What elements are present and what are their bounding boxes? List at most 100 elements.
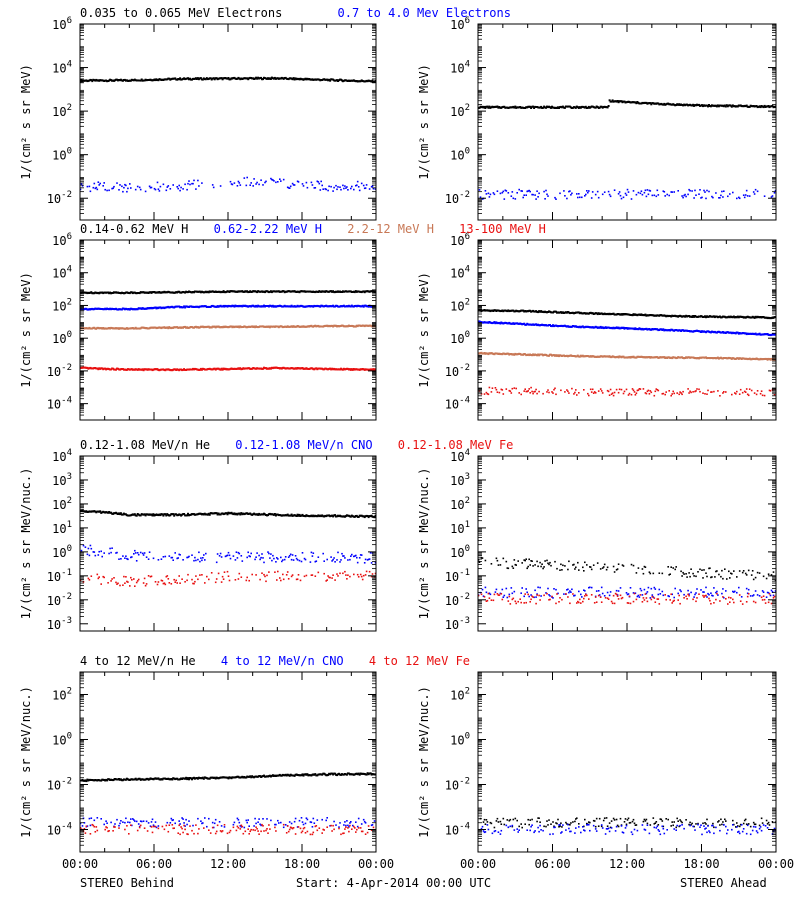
data-point <box>534 390 536 393</box>
data-point <box>742 570 745 572</box>
data-point <box>237 180 240 183</box>
data-point <box>646 189 649 191</box>
data-point <box>636 389 639 392</box>
data-point <box>597 196 600 199</box>
data-point <box>87 547 90 550</box>
data-point <box>193 559 195 562</box>
data-point <box>478 561 481 563</box>
data-point <box>179 582 181 584</box>
data-point <box>528 558 530 561</box>
data-point <box>763 394 766 397</box>
data-point <box>80 183 83 185</box>
data-point <box>227 575 230 577</box>
data-point <box>589 566 591 568</box>
data-point <box>646 390 649 393</box>
data-point <box>329 79 332 82</box>
data-point <box>116 551 118 554</box>
data-point <box>577 561 579 564</box>
data-point <box>221 575 224 578</box>
data-point <box>487 192 490 195</box>
data-point <box>723 190 725 192</box>
data-point <box>720 575 722 578</box>
data-point <box>317 571 320 574</box>
data-point <box>574 391 576 394</box>
data-point <box>546 193 548 196</box>
data-point <box>343 555 345 557</box>
data-point <box>80 549 83 552</box>
data-point <box>534 194 536 196</box>
data-point <box>177 187 179 190</box>
data-point <box>178 575 180 577</box>
data-point <box>643 565 646 568</box>
data-point <box>136 580 139 582</box>
data-point <box>297 574 300 576</box>
y-tick-label: 104 <box>52 448 72 464</box>
data-point <box>750 574 753 576</box>
data-point <box>664 393 666 396</box>
data-point <box>124 557 126 559</box>
data-point <box>694 390 696 393</box>
data-point <box>665 391 667 393</box>
y-tick-label: 102 <box>52 496 72 512</box>
data-point <box>211 184 214 186</box>
data-point <box>95 186 98 189</box>
data-point <box>615 569 618 571</box>
data-point <box>266 574 268 577</box>
data-point <box>579 196 581 199</box>
data-point <box>252 185 254 187</box>
data-point <box>625 194 628 196</box>
data-point <box>621 564 624 566</box>
data-point <box>144 584 147 587</box>
data-point <box>324 188 326 190</box>
data-point <box>641 568 644 570</box>
data-point <box>182 188 184 190</box>
data-point <box>215 561 218 564</box>
data-point <box>310 181 313 184</box>
data-point <box>212 186 215 189</box>
data-point <box>526 567 528 570</box>
data-point <box>635 572 638 574</box>
data-point <box>239 513 242 516</box>
data-point <box>366 515 369 517</box>
data-point <box>135 514 138 517</box>
data-point <box>289 185 292 188</box>
data-point <box>637 567 640 569</box>
data-point <box>750 389 753 392</box>
data-point <box>484 107 487 109</box>
data-point <box>523 194 525 196</box>
data-point <box>726 578 728 580</box>
data-point <box>755 105 758 107</box>
data-point <box>722 577 724 580</box>
data-point <box>627 191 630 193</box>
data-point <box>498 391 501 394</box>
data-point <box>296 578 299 580</box>
data-point <box>323 572 325 575</box>
data-point <box>103 576 105 579</box>
data-point <box>760 390 763 392</box>
data-point <box>273 513 276 515</box>
data-point <box>647 193 650 196</box>
data-point <box>249 555 251 558</box>
data-point <box>201 78 204 81</box>
data-point <box>116 182 118 184</box>
data-point <box>738 393 741 395</box>
data-point <box>687 193 689 196</box>
data-point <box>630 393 633 396</box>
data-point <box>119 584 121 587</box>
data-point <box>165 189 168 192</box>
data-point <box>115 552 117 554</box>
data-point <box>668 574 670 576</box>
data-point <box>591 388 594 391</box>
data-point <box>741 391 744 394</box>
data-point <box>320 180 322 183</box>
series-2-1 <box>477 99 777 109</box>
data-point <box>625 388 628 391</box>
data-point <box>260 179 262 181</box>
data-point <box>753 193 756 195</box>
data-point <box>587 191 589 194</box>
data-point <box>773 393 776 396</box>
data-point <box>697 571 699 573</box>
data-point <box>336 188 338 191</box>
